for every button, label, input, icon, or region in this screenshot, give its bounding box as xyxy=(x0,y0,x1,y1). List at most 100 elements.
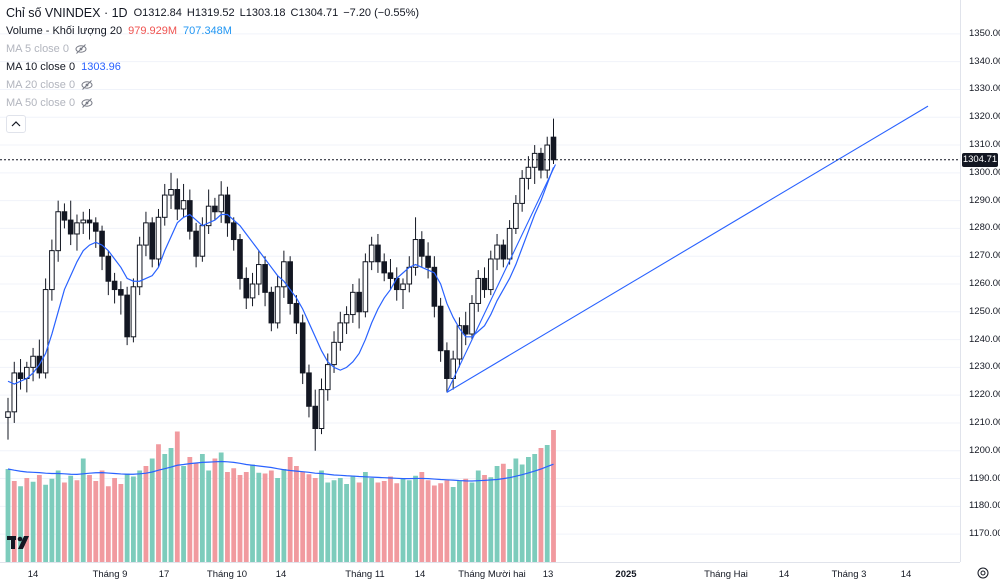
candle-down xyxy=(105,255,112,282)
candle-up xyxy=(506,227,513,260)
volume-bar xyxy=(551,430,556,562)
candlestick-chart[interactable] xyxy=(0,0,960,562)
trend-line-upper xyxy=(446,105,929,393)
price-tick: 1220.00 xyxy=(969,389,1000,401)
volume-bar xyxy=(356,482,362,562)
candle-up xyxy=(456,325,463,360)
candle-down xyxy=(293,302,300,324)
volume-bar xyxy=(87,475,92,562)
collapse-legend-button[interactable] xyxy=(6,115,26,133)
legend-volume-row[interactable]: Volume - Khối lượng 20 979.929M 707.348M xyxy=(6,22,419,40)
price-axis[interactable]: 1350.00 1340.00 1330.00 1320.00 1310.00 1300.… xyxy=(960,0,1000,562)
candle-up xyxy=(42,289,49,374)
price-tick: 1230.00 xyxy=(969,361,1000,373)
symbol-title[interactable]: Chỉ số VNINDEX · 1D xyxy=(6,6,128,20)
candle-down xyxy=(387,272,394,279)
volume-bar xyxy=(162,454,168,562)
time-tick: Tháng 9 xyxy=(92,569,128,580)
close-value: 1304.71 xyxy=(298,7,339,19)
volume-bar xyxy=(406,480,412,562)
volume-bar xyxy=(24,478,30,562)
candle-down xyxy=(193,230,199,257)
candle-down xyxy=(262,264,268,293)
price-tick: 1170.00 xyxy=(969,528,1000,540)
time-tick: 14 xyxy=(900,569,912,580)
volume-bar xyxy=(463,478,469,562)
chart-pane[interactable]: Chỉ số VNINDEX · 1D O 1312.84 H 1319.52 … xyxy=(0,0,960,562)
candle-down xyxy=(174,189,181,210)
candle-up xyxy=(256,264,262,285)
candle-up xyxy=(161,194,168,218)
high-label: H xyxy=(186,7,195,19)
ma10-line xyxy=(7,167,555,385)
candle-up xyxy=(531,152,538,168)
price-tick: 1260.00 xyxy=(969,278,1000,289)
candle-down xyxy=(230,222,237,241)
volume-bar xyxy=(143,466,149,562)
candles xyxy=(5,118,557,451)
volume-bar xyxy=(55,470,61,562)
candle-down xyxy=(111,280,118,291)
candle-up xyxy=(274,286,281,324)
price-tick: 1300.00 xyxy=(969,166,1000,178)
candle-up xyxy=(487,258,494,291)
volume-bar xyxy=(105,486,111,562)
legend-ma5-row[interactable]: MA 5 close 0 xyxy=(6,40,419,58)
legend-ma50-row[interactable]: MA 50 close 0 xyxy=(6,94,419,112)
volume-bar xyxy=(331,480,337,562)
time-tick: Tháng 11 xyxy=(345,569,385,580)
candle-up xyxy=(513,202,519,229)
candle-down xyxy=(99,230,105,257)
volume-label: Volume - Khối lượng 20 xyxy=(6,25,123,37)
tradingview-logo-icon[interactable] xyxy=(6,532,32,554)
volume-bar xyxy=(469,482,475,562)
eye-off-icon[interactable] xyxy=(75,43,87,55)
candle-down xyxy=(86,219,93,224)
eye-off-icon[interactable] xyxy=(81,79,93,91)
volume-ma-line xyxy=(7,460,554,482)
volume-bar xyxy=(488,477,494,562)
candle-up xyxy=(343,314,350,324)
volume-bar xyxy=(131,476,136,562)
volume-bar xyxy=(181,466,186,562)
volume-bar xyxy=(174,431,180,562)
volume-bar xyxy=(306,474,312,562)
candle-up xyxy=(525,166,532,179)
time-tick: 14 xyxy=(27,569,39,580)
volume-bar xyxy=(36,475,42,562)
volume-bar xyxy=(507,469,512,562)
volume-bar xyxy=(500,463,506,562)
eye-off-icon[interactable] xyxy=(81,97,93,109)
volume-bar xyxy=(431,485,437,562)
trend-lines[interactable] xyxy=(446,105,929,393)
candle-down xyxy=(538,152,544,171)
candle-up xyxy=(130,286,137,338)
legend-ma20-row[interactable]: MA 20 close 0 xyxy=(6,76,419,94)
candle-up xyxy=(544,144,551,171)
volume-bar xyxy=(400,478,406,562)
legend-symbol-row[interactable]: Chỉ số VNINDEX · 1D O 1312.84 H 1319.52 … xyxy=(6,4,419,22)
candle-down xyxy=(224,194,231,224)
volume-bar xyxy=(206,470,212,562)
volume-bar xyxy=(513,458,519,562)
time-axis[interactable]: 14 Tháng 9 17 Tháng 10 14 Tháng 11 14 Tháng Mườ… xyxy=(0,562,960,584)
price-tick: 1280.00 xyxy=(969,222,1000,234)
volume-bar xyxy=(156,444,161,562)
volume-bar xyxy=(294,466,299,562)
volume-bar xyxy=(532,454,538,562)
close-label: C xyxy=(290,7,299,19)
candle-down xyxy=(149,222,156,260)
volume-bar xyxy=(99,470,105,562)
volume-bar xyxy=(112,478,117,562)
time-tick: Tháng Hai xyxy=(704,569,748,580)
volume-bar xyxy=(49,478,55,562)
candle-down xyxy=(481,277,488,291)
volume-bar xyxy=(225,472,230,562)
candle-up xyxy=(331,341,337,366)
legend-ma10-row[interactable]: MA 10 close 0 1303.96 xyxy=(6,58,419,76)
candle-down xyxy=(17,372,24,379)
gear-icon[interactable] xyxy=(976,566,990,580)
volume-bar xyxy=(300,472,306,562)
candle-down xyxy=(67,219,74,235)
candle-down xyxy=(118,289,124,296)
